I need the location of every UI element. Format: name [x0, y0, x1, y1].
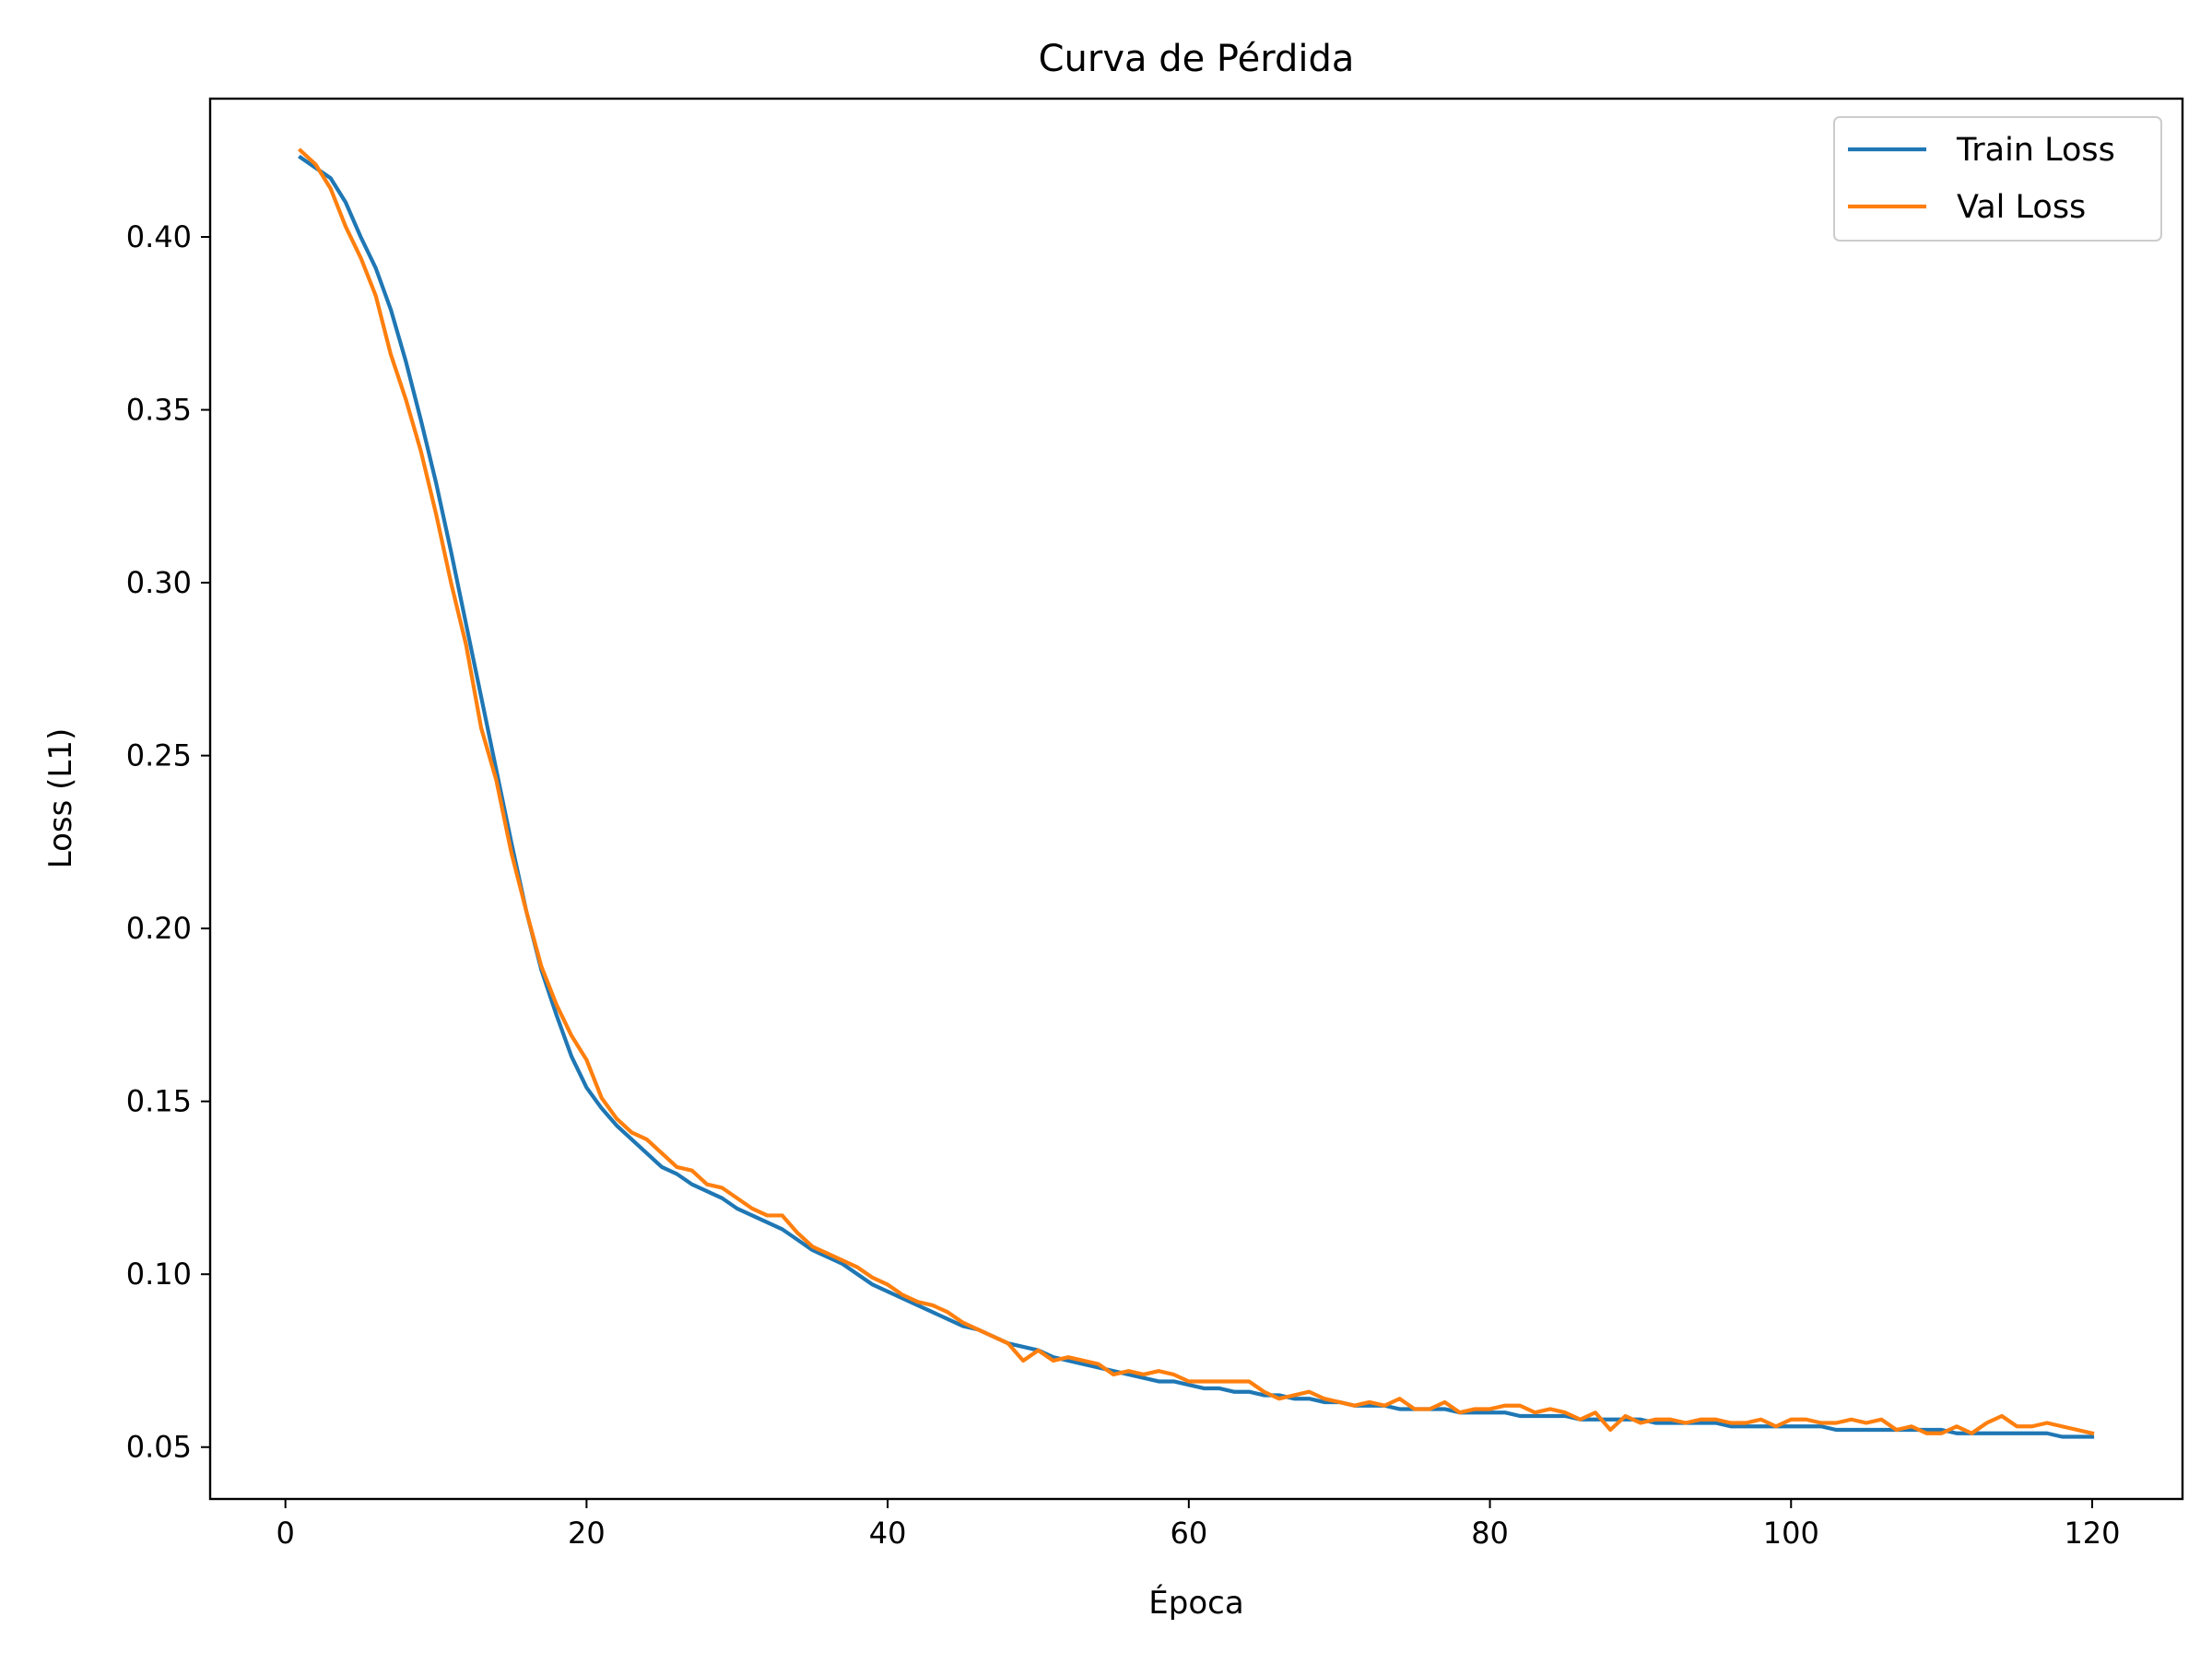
x-axis-ticks: 0 20 40 60 80 100 120 [276, 1499, 2121, 1551]
series-line-val-loss [298, 148, 2095, 1436]
x-tick-label: 20 [568, 1516, 606, 1551]
chart-title: Curva de Pérdida [1039, 38, 1355, 80]
y-tick-label: 0.05 [126, 1430, 192, 1465]
legend-label: Val Loss [1957, 189, 2086, 226]
y-tick-label: 0.20 [126, 911, 192, 946]
x-tick-label: 0 [276, 1516, 294, 1551]
y-axis-label: Loss (L1) [42, 728, 79, 869]
x-tick-label: 80 [1471, 1516, 1509, 1551]
y-tick-label: 0.10 [126, 1257, 192, 1292]
series-line-train-loss [298, 154, 2095, 1439]
y-tick-label: 0.35 [126, 393, 192, 428]
x-tick-label: 100 [1763, 1516, 1819, 1551]
y-tick-label: 0.25 [126, 738, 192, 773]
lines-layer [298, 148, 2095, 1439]
y-tick-label: 0.15 [126, 1084, 192, 1119]
x-tick-label: 40 [869, 1516, 907, 1551]
y-tick-label: 0.40 [126, 219, 192, 254]
legend: Train Loss Val Loss [1833, 116, 2162, 242]
legend-label: Train Loss [1956, 132, 2115, 169]
x-axis-label: Época [1148, 1584, 1243, 1622]
plot-frame [208, 97, 2184, 1501]
y-tick-label: 0.30 [126, 565, 192, 600]
y-axis-ticks: 0.05 0.10 0.15 0.20 0.25 0.30 0.35 0.40 [126, 219, 210, 1465]
x-tick-label: 120 [2064, 1516, 2120, 1551]
x-tick-label: 60 [1170, 1516, 1207, 1551]
